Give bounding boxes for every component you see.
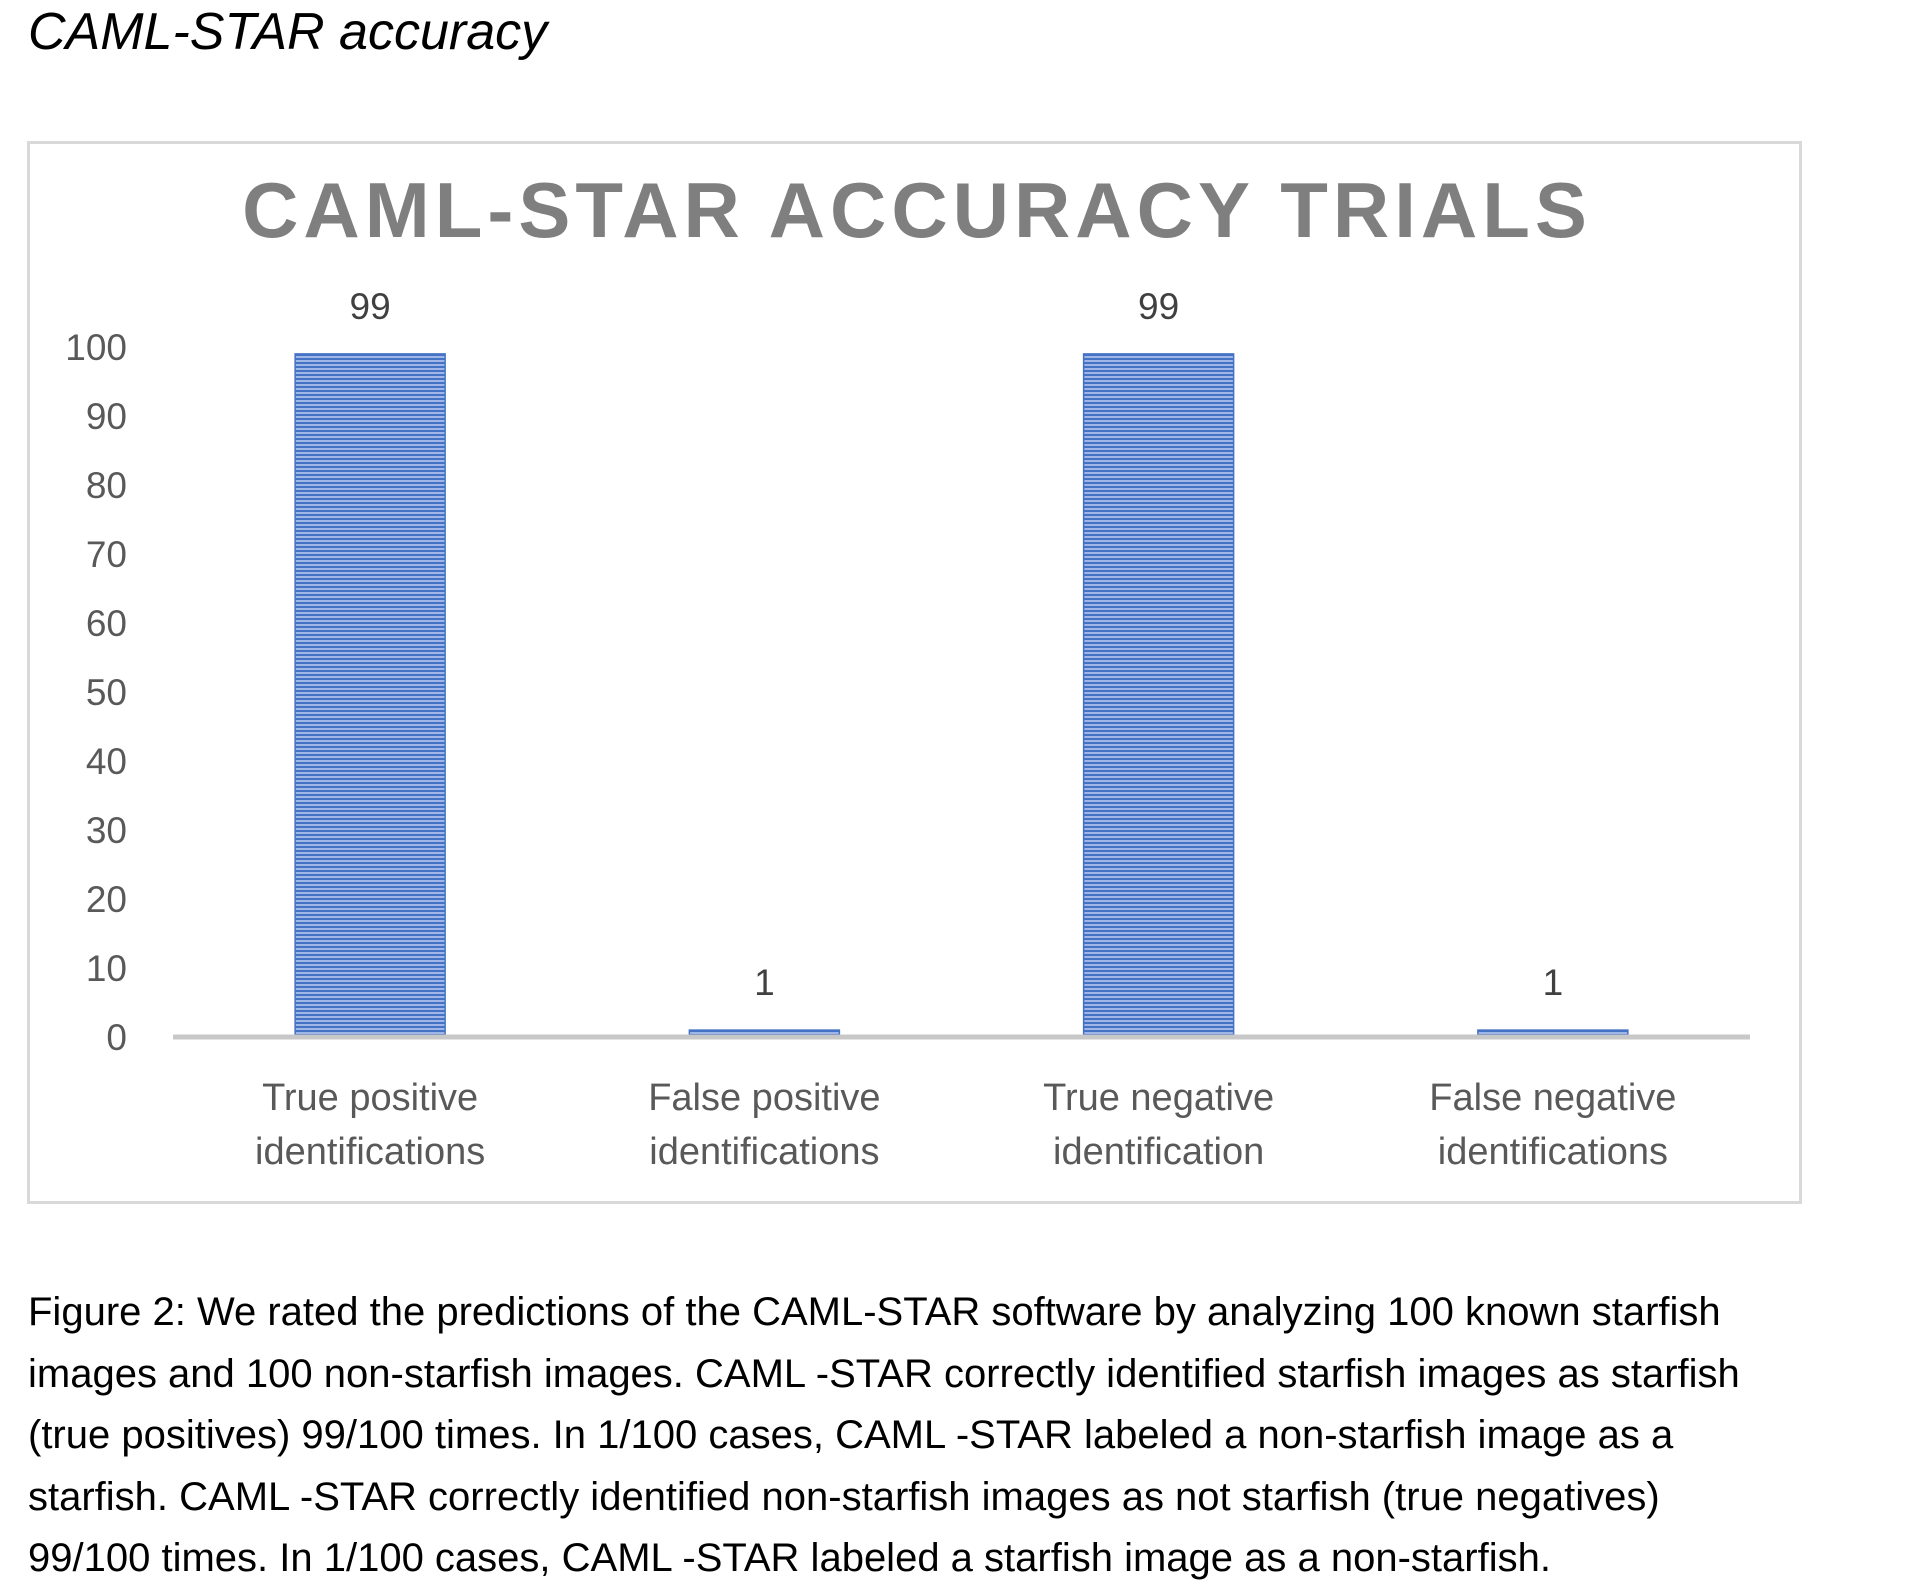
x-tick-label-1-line-0: False positive bbox=[648, 1077, 880, 1119]
data-labels: 99 1 99 1 bbox=[350, 286, 1564, 1003]
bars bbox=[294, 353, 1629, 1038]
y-tick-label-7: 70 bbox=[86, 534, 127, 575]
x-axis-labels: True positive identifications False positi… bbox=[255, 1077, 1676, 1173]
y-tick-label-3: 30 bbox=[86, 810, 127, 851]
y-tick-label-10: 100 bbox=[65, 327, 127, 368]
chart-frame: CAML-STAR ACCURACY TRIALS 0 10 20 30 40 50 60 7… bbox=[27, 141, 1802, 1204]
x-tick-label-2-line-1: identification bbox=[1053, 1131, 1264, 1173]
x-tick-label-3-line-0: False negative bbox=[1429, 1077, 1676, 1119]
x-tick-label-3-line-1: identifications bbox=[1438, 1131, 1668, 1173]
y-axis-ticks: 0 10 20 30 40 50 60 70 80 90 100 bbox=[65, 327, 127, 1058]
x-tick-label-2-line-0: True negative bbox=[1043, 1077, 1274, 1119]
y-tick-label-4: 40 bbox=[86, 741, 127, 782]
caption-line-2: (true positives) 99/100 times. In 1/100 … bbox=[28, 1413, 1674, 1457]
figure-caption: Figure 2: We rated the predictions of th… bbox=[28, 1282, 1923, 1590]
data-label-2: 99 bbox=[1138, 286, 1179, 327]
y-tick-label-9: 90 bbox=[86, 396, 127, 437]
y-tick-label-2: 20 bbox=[86, 879, 127, 920]
y-tick-label-5: 50 bbox=[86, 672, 127, 713]
x-tick-label-1-line-1: identifications bbox=[649, 1131, 879, 1173]
data-label-0: 99 bbox=[350, 286, 391, 327]
chart-title: CAML-STAR ACCURACY TRIALS bbox=[242, 166, 1592, 254]
data-label-3: 1 bbox=[1543, 962, 1564, 1003]
caption-line-0: Figure 2: We rated the predictions of th… bbox=[28, 1290, 1721, 1334]
caption-line-1: images and 100 non-starfish images. CAML… bbox=[28, 1351, 1740, 1396]
x-tick-label-0-line-0: True positive bbox=[262, 1077, 478, 1119]
x-tick-label-0-line-1: identifications bbox=[255, 1131, 485, 1173]
data-label-1: 1 bbox=[754, 962, 775, 1003]
caption-line-4: 99/100 times. In 1/100 cases, CAML -STAR… bbox=[28, 1536, 1551, 1580]
y-tick-label-8: 80 bbox=[86, 465, 127, 506]
y-tick-label-1: 10 bbox=[86, 948, 127, 989]
y-tick-label-6: 60 bbox=[86, 603, 127, 644]
bar-0 bbox=[294, 353, 446, 1038]
y-tick-label-0: 0 bbox=[106, 1017, 127, 1058]
bar-chart: CAML-STAR ACCURACY TRIALS 0 10 20 30 40 50 60 7… bbox=[65, 166, 1750, 1173]
section-heading: CAML-STAR accuracy bbox=[28, 3, 548, 61]
caption-line-3: starfish. CAML -STAR correctly identifie… bbox=[28, 1474, 1660, 1519]
bar-2 bbox=[1082, 353, 1235, 1038]
